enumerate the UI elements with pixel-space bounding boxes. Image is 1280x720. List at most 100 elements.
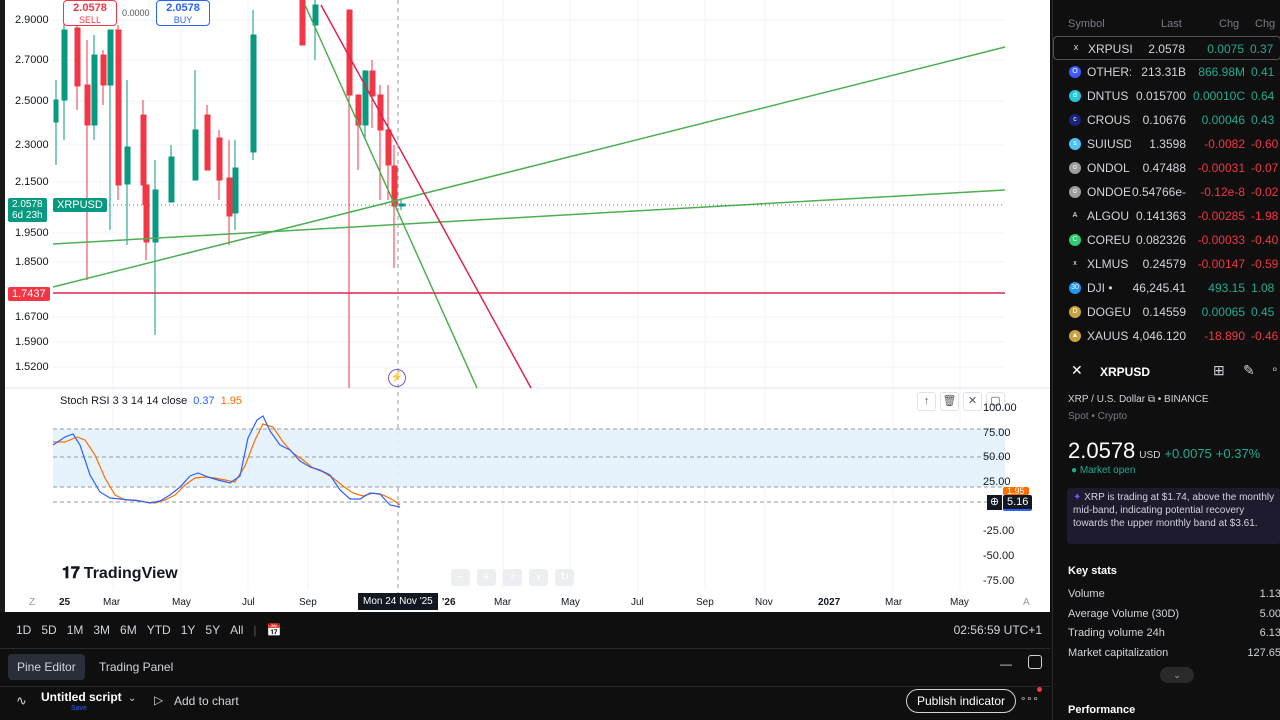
watchlist-symbol: ONDOE	[1087, 185, 1131, 199]
watchlist-last: 213.31B	[1141, 65, 1186, 79]
watchlist-row[interactable]: o ONDOE 0.54766e- -0.12e-8 -0.02	[1053, 180, 1280, 204]
time-axis[interactable]: Z 25 Mar May Jul Sep '26 Mar May Jul Sep Nov 2027 Mar…	[5, 594, 1050, 612]
sell-button[interactable]: 2.0578 SELL	[63, 0, 117, 26]
watchlist-row[interactable]: d DNTUS 0.015700 0.00010C 0.64	[1053, 84, 1280, 108]
range-bar: 1D 5D 1M 3M 6M YTD 1Y 5Y All | 📅 02:56:5…	[0, 612, 1050, 648]
details-header: ✕ XRPUSD ⊞ ✎ ∘	[1053, 362, 1280, 382]
script-dropdown-icon[interactable]: ⌄	[128, 693, 137, 704]
price-axis-label: 1.5200	[15, 361, 49, 373]
watchlist-chg: 866.98M	[1198, 65, 1245, 79]
range-5d[interactable]: 5D	[41, 623, 57, 637]
watchlist-chg-pct: 1.08	[1251, 281, 1275, 295]
full-name[interactable]: XRP / U.S. Dollar	[1068, 394, 1146, 405]
watchlist-row[interactable]: X XRPUSI 2.0578 0.0075 0.37	[1053, 36, 1280, 60]
watchlist-chg: 0.00065	[1201, 305, 1245, 319]
watchlist-symbol: DJI •	[1087, 281, 1113, 295]
watchlist-row[interactable]: C COREU 0.082326 -0.00033 -0.40	[1053, 228, 1280, 252]
range-ytd[interactable]: YTD	[146, 623, 171, 637]
header-chg-pct[interactable]: Chg	[1255, 18, 1276, 30]
ai-insight-card[interactable]: ✦ XRP is trading at $1.74, above the mon…	[1067, 488, 1280, 544]
clock[interactable]: 02:56:59 UTC+1	[953, 623, 1042, 637]
range-6m[interactable]: 6M	[120, 623, 137, 637]
expand-stats-button[interactable]: ⌄	[1160, 667, 1194, 683]
watchlist-last: 0.54766e-	[1131, 185, 1186, 199]
watchlist-symbol: XRPUSI	[1088, 42, 1132, 56]
watchlist-row[interactable]: x XLMUS 0.24579 -0.00147 -0.59	[1053, 252, 1280, 276]
save-link[interactable]: Save	[71, 705, 87, 712]
minimize-icon[interactable]: —	[1000, 657, 1012, 671]
watchlist-last: 2.0578	[1148, 42, 1185, 56]
more-options-icon[interactable]: ∘∘∘	[1020, 694, 1039, 705]
time-axis-label: Mar	[885, 597, 903, 608]
tab-pine-editor[interactable]: Pine Editor	[8, 654, 85, 680]
symbol-logo-icon: X	[1073, 45, 1079, 52]
price-axis-label: 1.5900	[15, 336, 49, 348]
time-axis-label: A	[1023, 597, 1030, 608]
symbol-logo-icon: C	[1069, 234, 1081, 246]
watchlist-row[interactable]: A ALGOU 0.141363 -0.00285 -1.98	[1053, 204, 1280, 228]
header-last[interactable]: Last	[1161, 18, 1182, 30]
scroll-left-button[interactable]: ‹	[503, 569, 522, 586]
indicator-legend[interactable]: Stoch RSI 3 3 14 14 close 0.37 1.95	[60, 395, 242, 407]
watchlist-row[interactable]: s SUIUSD 1.3598 -0.0082 -0.60	[1053, 132, 1280, 156]
watchlist-chg-pct: -0.02	[1251, 185, 1279, 199]
header-chg[interactable]: Chg	[1219, 18, 1240, 30]
more-icon[interactable]: ∘	[1271, 362, 1279, 376]
header-symbol[interactable]: Symbol	[1068, 18, 1105, 30]
symbol-logo-icon: D	[1069, 306, 1081, 318]
go-to-date-icon[interactable]: 📅	[266, 623, 282, 637]
script-name[interactable]: Untitled script	[41, 690, 122, 704]
indicator-axis-label: 50.00	[983, 451, 1011, 463]
range-1d[interactable]: 1D	[16, 623, 32, 637]
publish-indicator-button[interactable]: Publish indicator	[906, 689, 1017, 713]
delete-icon[interactable]: 🗑	[940, 392, 959, 411]
details-price: 2.0578 USD +0.0075 +0.37%	[1068, 438, 1260, 464]
zoom-in-button[interactable]: +	[477, 569, 496, 586]
range-1y[interactable]: 1Y	[180, 623, 196, 637]
range-buttons: 1D 5D 1M 3M 6M YTD 1Y 5Y All | 📅	[16, 623, 282, 637]
watchlist-row[interactable]: o ONDOL 0.47488 -0.00031 -0.07	[1053, 156, 1280, 180]
close-details-icon[interactable]: ✕	[1071, 362, 1083, 378]
alert-icon[interactable]: ⚡	[388, 369, 406, 387]
edit-icon[interactable]: ✎	[1243, 362, 1255, 378]
maximize-icon[interactable]: ▢	[986, 392, 1005, 411]
time-axis-label: Sep	[299, 597, 317, 608]
scroll-right-button[interactable]: ›	[529, 569, 548, 586]
time-axis-label: 25	[59, 597, 71, 608]
price-axis-label: 2.1500	[15, 176, 49, 188]
reset-chart-button[interactable]: ↻	[555, 569, 574, 586]
range-3m[interactable]: 3M	[93, 623, 111, 637]
watchlist-chg: -0.12e-8	[1200, 185, 1245, 199]
add-to-chart-button[interactable]: Add to chart	[174, 694, 239, 708]
watchlist-row[interactable]: c CROUS 0.10676 0.00046 0.43	[1053, 108, 1280, 132]
time-axis-label: Mar	[103, 597, 121, 608]
zoom-out-button[interactable]: −	[451, 569, 470, 586]
indicator-axis-label: -50.00	[983, 550, 1015, 562]
chart-canvas[interactable]	[5, 0, 1050, 612]
range-5y[interactable]: 5Y	[205, 623, 221, 637]
layout-icon[interactable]: ⊞	[1213, 362, 1225, 378]
watchlist-last: 0.015700	[1135, 89, 1186, 103]
watchlist-row[interactable]: D DOGEU 0.14559 0.00065 0.45	[1053, 300, 1280, 324]
tradingview-logo[interactable]: 𝟏𝟕 TradingView	[62, 565, 178, 583]
move-up-icon[interactable]: ↑	[917, 392, 936, 411]
collapse-icon[interactable]: ✕	[963, 392, 982, 411]
watchlist-row[interactable]: ▲ XAUUS 4,046.120 -18.890 -0.46	[1053, 324, 1280, 348]
external-link-icon[interactable]: ⧉	[1147, 394, 1155, 405]
watchlist-chg: -0.00033	[1197, 233, 1245, 247]
chart-area[interactable]: 2.0578 SELL 0.0000 2.0578 BUY 2.9000 2.7…	[5, 0, 1050, 612]
watchlist-row[interactable]: 30 DJI • 46,245.41 493.15 1.08	[1053, 276, 1280, 300]
tab-trading-panel[interactable]: Trading Panel	[99, 660, 174, 674]
sell-label: SELL	[78, 15, 102, 25]
watchlist-chg-pct: -1.98	[1251, 209, 1279, 223]
watchlist-row[interactable]: O OTHER: 213.31B 866.98M 0.41	[1053, 60, 1280, 84]
price-change-pct: +0.37%	[1215, 446, 1261, 461]
range-1m[interactable]: 1M	[66, 623, 84, 637]
market-status-text: Market open	[1079, 465, 1136, 476]
add-alert-icon[interactable]: ⊕	[987, 495, 1002, 510]
maximize-panel-icon[interactable]	[1028, 655, 1042, 669]
buy-button[interactable]: 2.0578 BUY	[156, 0, 210, 26]
tv-logo-icon: 𝟏𝟕	[62, 565, 80, 582]
range-all[interactable]: All	[230, 623, 244, 637]
